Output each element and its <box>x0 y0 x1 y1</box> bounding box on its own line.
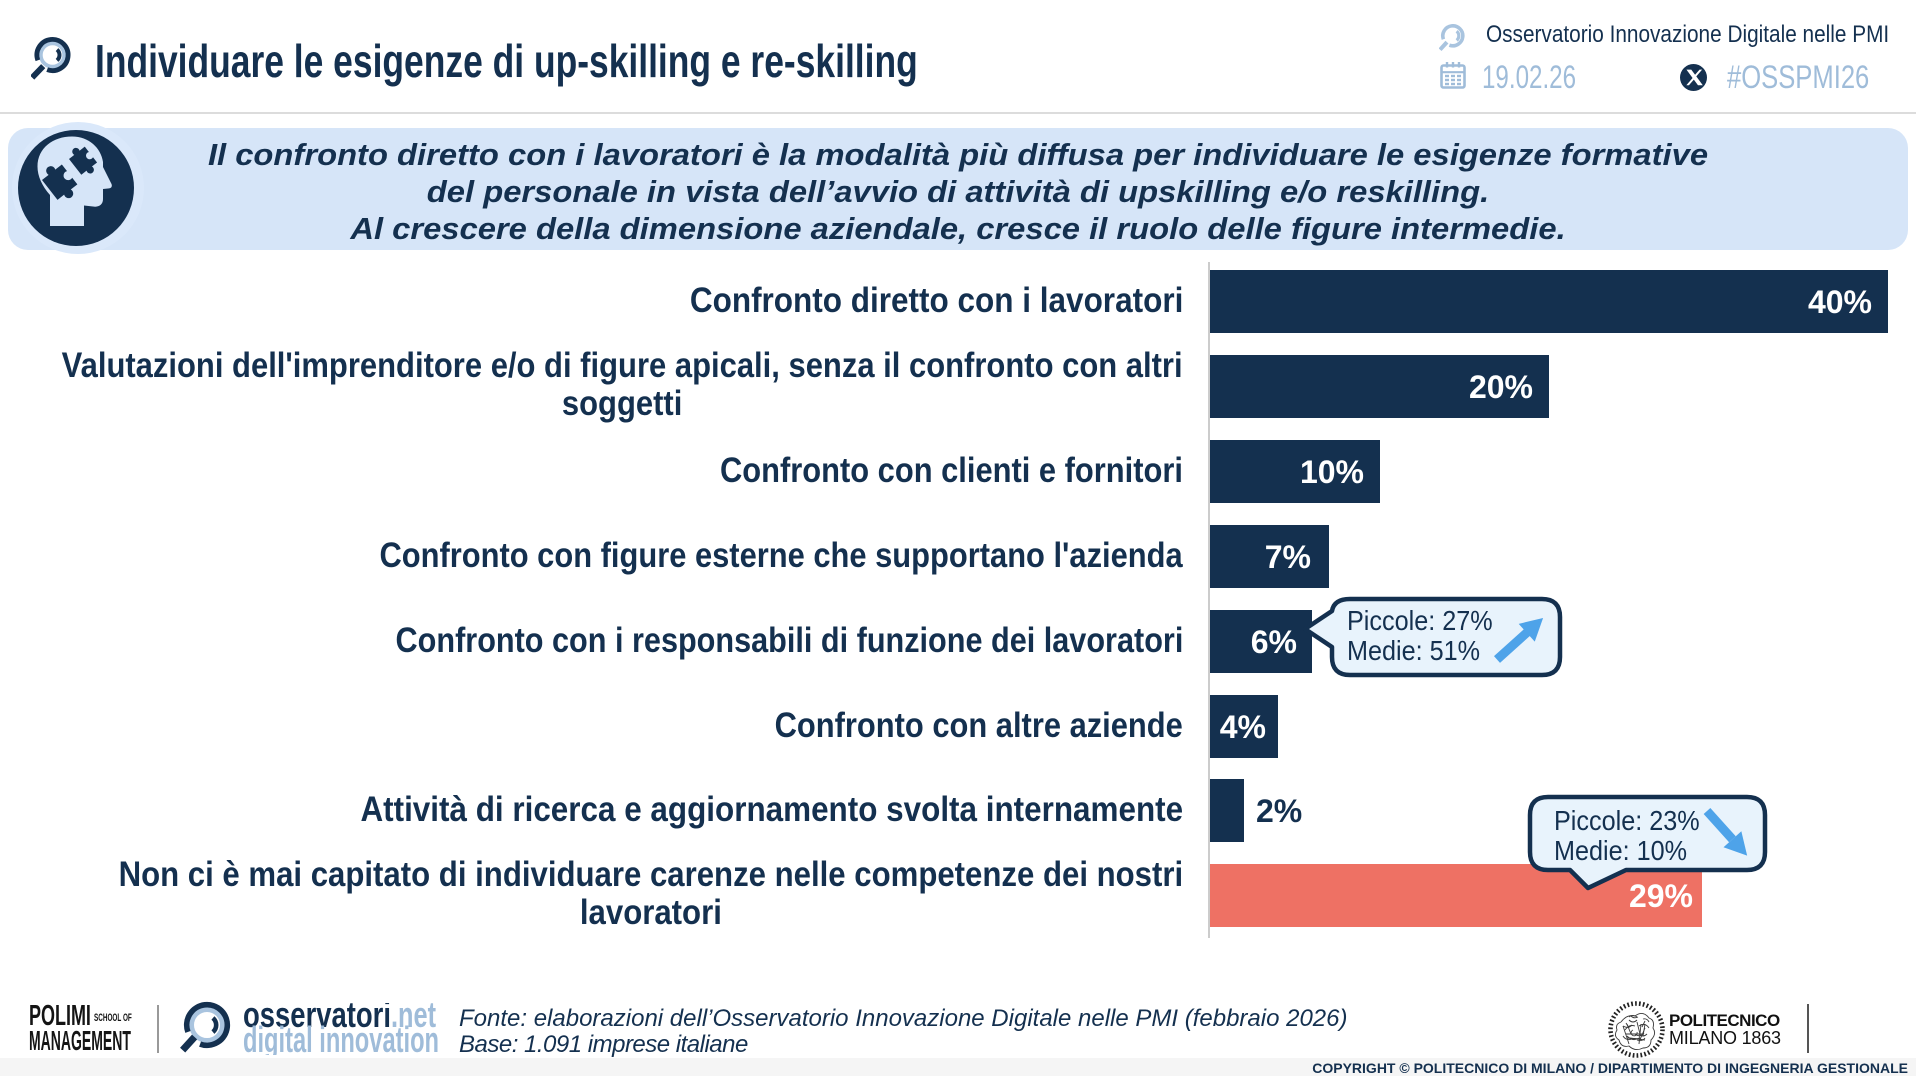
svg-text:digital innovation: digital innovation <box>243 1019 439 1055</box>
svg-text:osservatori: osservatori <box>243 1003 391 1035</box>
svg-text:.net: .net <box>391 1003 436 1035</box>
